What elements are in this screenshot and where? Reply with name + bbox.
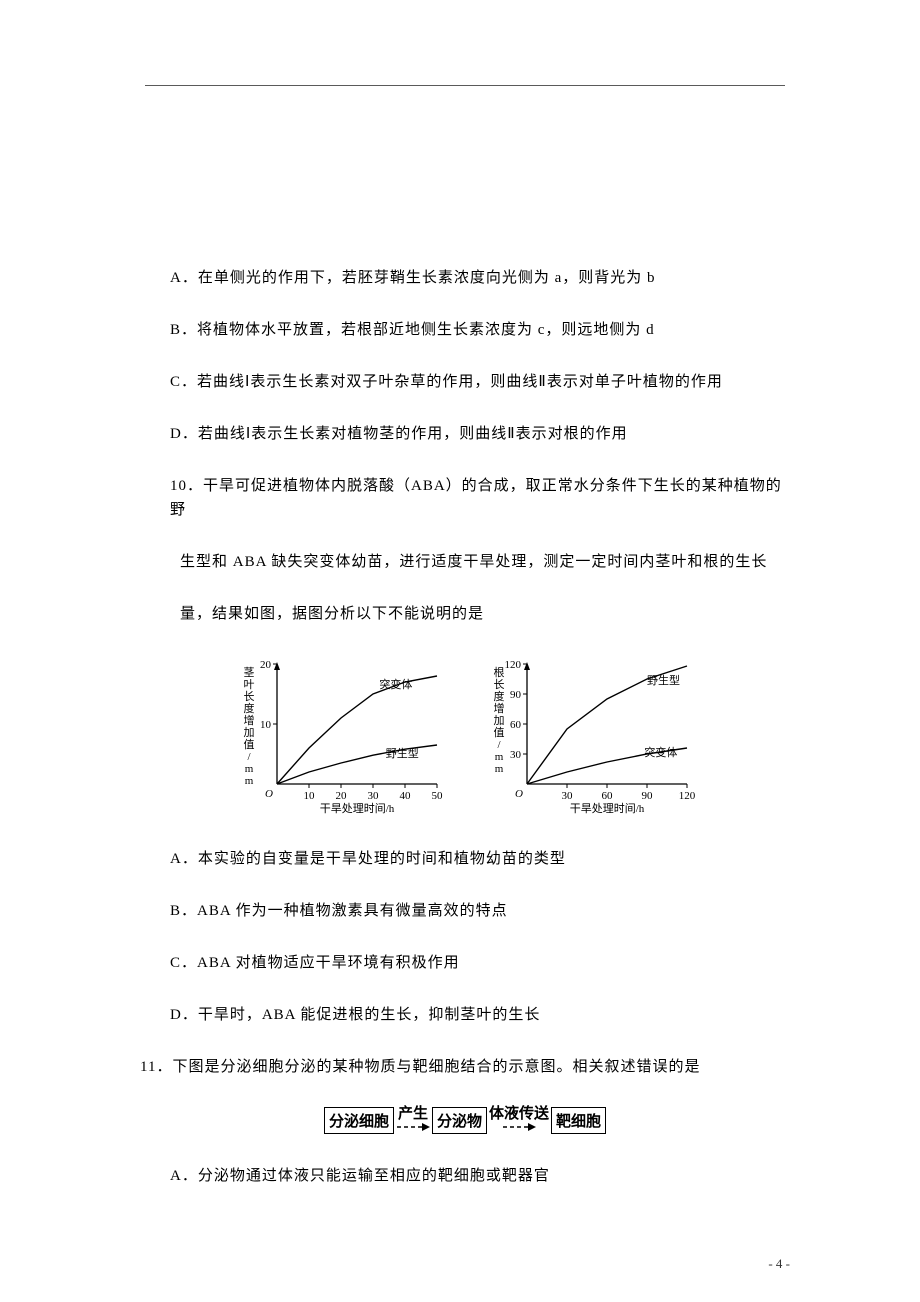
svg-text:30: 30 <box>510 749 522 761</box>
svg-text:10: 10 <box>260 719 272 731</box>
q10-stem-line1: 10．干旱可促进植物体内脱落酸（ABA）的合成，取正常水分条件下生长的某种植物的… <box>170 474 790 522</box>
secretion-diagram: 分泌细胞 产生 分泌物 体液传送 靶细胞 <box>140 1107 790 1134</box>
svg-text:根长度增加值/mm: 根长度增加值/mm <box>494 665 505 775</box>
svg-text:120: 120 <box>505 659 522 671</box>
q11-stem-text: 下图是分泌细胞分泌的某种物质与靶细胞结合的示意图。相关叙述错误的是 <box>172 1059 700 1075</box>
q10-number: 10． <box>170 478 203 494</box>
q10-option-c: C．ABA 对植物适应干旱环境有积极作用 <box>170 951 790 975</box>
diagram-box-1: 分泌细胞 <box>324 1107 394 1134</box>
q11-stem: 11．下图是分泌细胞分泌的某种物质与靶细胞结合的示意图。相关叙述错误的是 <box>140 1055 790 1079</box>
svg-text:40: 40 <box>400 790 412 802</box>
q11-number: 11． <box>140 1059 172 1075</box>
diagram-arrow-2: 体液传送 <box>489 1107 549 1134</box>
option-d: D．若曲线Ⅰ表示生长素对植物茎的作用，则曲线Ⅱ表示对根的作用 <box>170 422 790 446</box>
diagram-arrow-1: 产生 <box>396 1107 430 1134</box>
q10-stem-line3: 量，结果如图，据图分析以下不能说明的是 <box>180 602 790 626</box>
svg-text:20: 20 <box>260 659 272 671</box>
svg-text:50: 50 <box>432 790 444 802</box>
svg-text:30: 30 <box>562 790 574 802</box>
svg-text:O: O <box>265 788 273 800</box>
svg-text:茎叶长度增加值/mm: 茎叶长度增加值/mm <box>244 666 255 787</box>
chart-left: 10 20 10 20 30 40 50 O 干旱处理时间/h 茎叶长度增加值/mm 突变体野生型 <box>235 654 445 819</box>
q11-option-a: A．分泌物通过体液只能运输至相应的靶细胞或靶器官 <box>170 1164 790 1188</box>
arrow-icon <box>396 1120 430 1134</box>
diagram-box-3: 靶细胞 <box>551 1107 606 1134</box>
svg-text:60: 60 <box>602 790 614 802</box>
svg-text:90: 90 <box>642 790 654 802</box>
option-c: C．若曲线Ⅰ表示生长素对双子叶杂草的作用，则曲线Ⅱ表示对单子叶植物的作用 <box>170 370 790 394</box>
q10-stem-1: 干旱可促进植物体内脱落酸（ABA）的合成，取正常水分条件下生长的某种植物的野 <box>170 478 782 518</box>
chart-right: 30 60 90 120 30 60 90 120 O 干旱处理时间/h 根长度增加值/mm 野生型突… <box>485 654 695 819</box>
q10-option-b: B．ABA 作为一种植物激素具有微量高效的特点 <box>170 899 790 923</box>
svg-text:突变体: 突变体 <box>379 677 412 691</box>
option-b: B．将植物体水平放置，若根部近地侧生长素浓度为 c，则远地侧为 d <box>170 318 790 342</box>
svg-text:120: 120 <box>679 790 695 802</box>
svg-text:干旱处理时间/h: 干旱处理时间/h <box>570 802 645 814</box>
q10-option-d: D．干旱时，ABA 能促进根的生长，抑制茎叶的生长 <box>170 1003 790 1027</box>
svg-text:60: 60 <box>510 719 522 731</box>
svg-text:突变体: 突变体 <box>644 745 677 759</box>
svg-text:90: 90 <box>510 689 522 701</box>
option-a: A．在单侧光的作用下，若胚芽鞘生长素浓度向光侧为 a，则背光为 b <box>170 266 790 290</box>
q10-stem-line2: 生型和 ABA 缺失突变体幼苗，进行适度干旱处理，测定一定时间内茎叶和根的生长 <box>180 550 790 574</box>
page-number: - 4 - <box>768 1256 790 1272</box>
document-page: A．在单侧光的作用下，若胚芽鞘生长素浓度向光侧为 a，则背光为 b B．将植物体… <box>0 0 920 1302</box>
chart-pair: 10201020304050O干旱处理时间/h茎叶长度增加值/mm突变体野生型 … <box>140 654 790 819</box>
svg-text:野生型: 野生型 <box>386 746 419 760</box>
svg-text:30: 30 <box>368 790 380 802</box>
q10-option-a: A．本实验的自变量是干旱处理的时间和植物幼苗的类型 <box>170 847 790 871</box>
top-rule <box>145 85 785 86</box>
svg-text:O: O <box>515 788 523 800</box>
svg-text:10: 10 <box>304 790 316 802</box>
diagram-box-2: 分泌物 <box>432 1107 487 1134</box>
svg-text:野生型: 野生型 <box>647 673 680 687</box>
svg-text:干旱处理时间/h: 干旱处理时间/h <box>320 802 395 814</box>
arrow-icon <box>502 1120 536 1134</box>
svg-text:20: 20 <box>336 790 348 802</box>
